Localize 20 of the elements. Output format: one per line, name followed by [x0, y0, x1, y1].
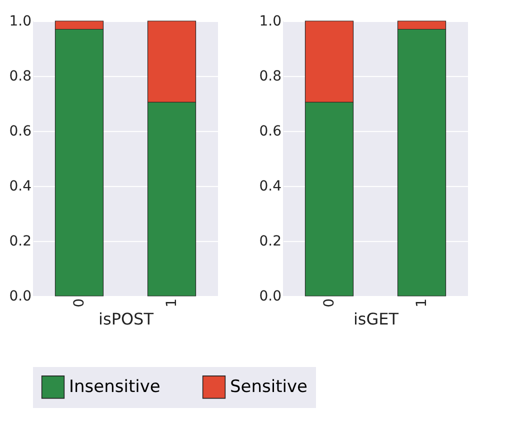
y-tick-label: 0.4: [9, 178, 32, 194]
y-tick-label: 0.2: [9, 234, 32, 250]
x-tick-label: 1: [414, 298, 430, 308]
legend-label: Sensitive: [230, 377, 308, 398]
x-tick-label: 0: [321, 298, 338, 308]
y-tick-label: 0.8: [9, 68, 32, 84]
legend-label: Insensitive: [69, 377, 160, 398]
y-tick-label: 0.0: [259, 288, 282, 304]
x-tick-label: 0: [71, 298, 88, 308]
y-tick-label: 0.2: [259, 234, 282, 250]
x-tick-label: 1: [164, 298, 180, 308]
y-tick-label: 0.4: [259, 178, 282, 194]
y-tick-label: 1.0: [9, 14, 32, 30]
y-tick-label: 0.0: [9, 288, 32, 304]
y-tick-label: 1.0: [259, 14, 282, 30]
y-tick-label: 0.8: [259, 68, 282, 84]
x-axis-title: isPOST: [98, 309, 154, 328]
x-axis-title: isGET: [353, 309, 399, 328]
y-tick-label: 0.6: [9, 124, 32, 140]
y-tick-label: 0.6: [259, 124, 282, 140]
